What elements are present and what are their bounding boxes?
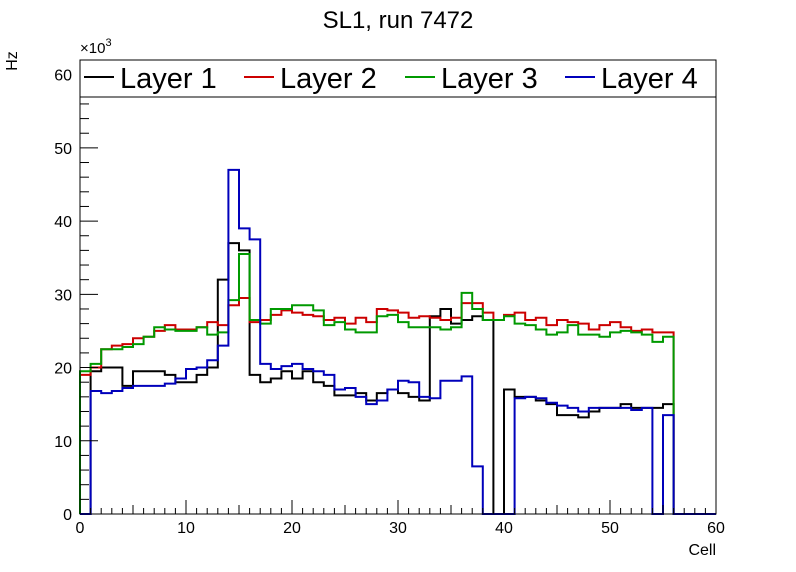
y-multiplier-exponent: 3 (105, 37, 111, 49)
legend-label-layer-4: Layer 4 (601, 63, 698, 95)
x-tick-label: 40 (495, 520, 513, 537)
y-axis-label: Hz (4, 51, 21, 71)
legend-label-layer-3: Layer 3 (441, 63, 538, 95)
y-tick-label: 10 (54, 434, 72, 451)
x-tick-label: 60 (707, 520, 725, 537)
y-axis-ticks: 0 10 20 30 40 50 60 (54, 59, 98, 524)
series-line-layer-4 (80, 168, 716, 515)
legend-label-layer-1: Layer 1 (120, 63, 217, 95)
y-tick-label: 60 (54, 68, 72, 85)
legend-box (79, 59, 717, 98)
legend-label-layer-2: Layer 2 (280, 63, 377, 95)
chart-title: SL1, run 7472 (323, 7, 474, 34)
series-line-layer-3 (79, 253, 716, 515)
x-axis-ticks: 0 10 20 30 40 50 60 (76, 500, 725, 537)
x-tick-label: 50 (601, 520, 619, 537)
x-tick-label: 0 (76, 520, 85, 537)
y-tick-label: 40 (54, 214, 72, 231)
x-tick-label: 30 (389, 520, 407, 537)
y-tick-label: 50 (54, 141, 72, 158)
x-tick-label: 20 (283, 520, 301, 537)
y-multiplier-base: ×10 (80, 40, 105, 57)
x-axis-label: Cell (688, 542, 716, 559)
series-group (79, 168, 716, 515)
y-tick-label: 20 (54, 361, 72, 378)
legend: Layer 1 Layer 2 Layer 3 Layer 4 (79, 59, 717, 98)
y-tick-label: 30 (54, 287, 72, 304)
y-tick-label: 0 (63, 507, 72, 524)
y-axis-multiplier: ×103 (80, 37, 112, 57)
x-tick-label: 10 (177, 520, 195, 537)
